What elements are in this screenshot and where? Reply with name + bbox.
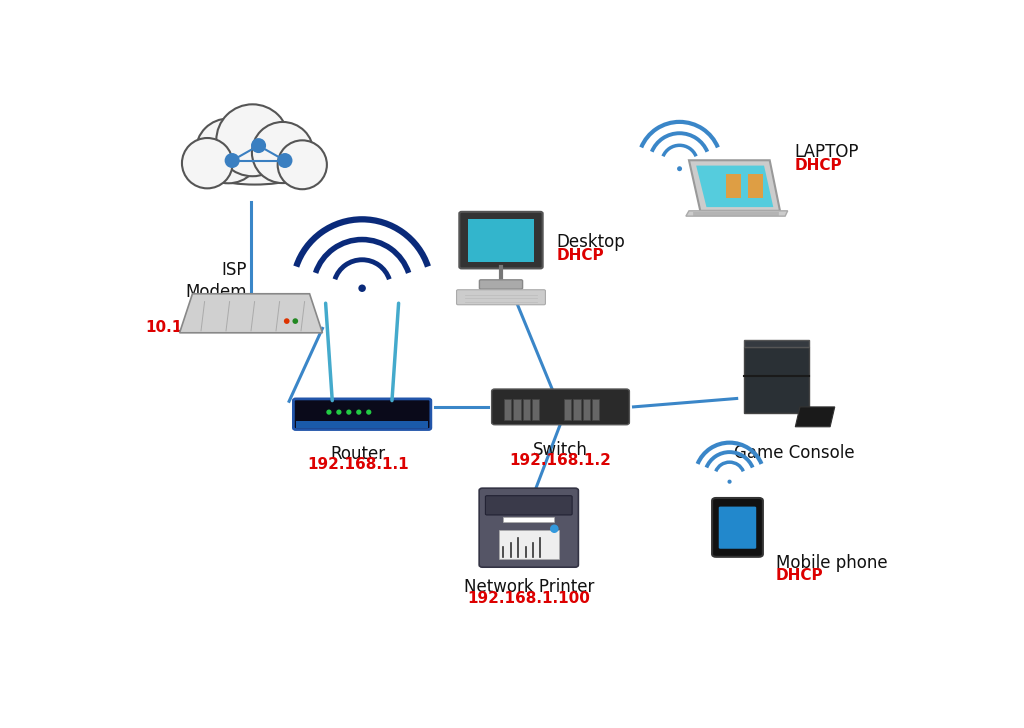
Text: Mobile phone: Mobile phone xyxy=(775,554,887,572)
Text: Router: Router xyxy=(331,445,386,463)
Polygon shape xyxy=(796,407,835,427)
FancyBboxPatch shape xyxy=(573,399,581,420)
FancyBboxPatch shape xyxy=(460,212,543,269)
FancyBboxPatch shape xyxy=(503,518,554,523)
FancyBboxPatch shape xyxy=(719,507,756,549)
FancyBboxPatch shape xyxy=(492,389,630,424)
Ellipse shape xyxy=(356,410,361,415)
FancyBboxPatch shape xyxy=(748,173,763,197)
FancyBboxPatch shape xyxy=(504,399,511,420)
Ellipse shape xyxy=(327,410,332,415)
Text: 192.168.1.100: 192.168.1.100 xyxy=(467,590,590,606)
FancyBboxPatch shape xyxy=(513,399,520,420)
Text: DHCP: DHCP xyxy=(557,248,604,263)
Polygon shape xyxy=(689,160,780,211)
Ellipse shape xyxy=(336,410,342,415)
Text: Game Console: Game Console xyxy=(734,444,855,462)
Ellipse shape xyxy=(251,138,266,153)
Ellipse shape xyxy=(727,480,731,483)
FancyBboxPatch shape xyxy=(531,399,540,420)
Polygon shape xyxy=(696,165,773,207)
Text: DHCP: DHCP xyxy=(795,158,843,173)
Text: 192.168.1.1: 192.168.1.1 xyxy=(307,457,409,472)
Ellipse shape xyxy=(677,166,682,171)
Text: Switch: Switch xyxy=(534,440,588,459)
Ellipse shape xyxy=(367,410,372,415)
Ellipse shape xyxy=(197,147,313,185)
FancyBboxPatch shape xyxy=(592,399,599,420)
Text: ISP
Modem: ISP Modem xyxy=(185,261,247,301)
Polygon shape xyxy=(179,294,323,333)
Ellipse shape xyxy=(196,119,261,183)
FancyBboxPatch shape xyxy=(457,290,546,305)
Ellipse shape xyxy=(550,524,558,533)
Text: Desktop: Desktop xyxy=(557,232,626,250)
FancyBboxPatch shape xyxy=(468,219,535,263)
Ellipse shape xyxy=(182,138,232,189)
Ellipse shape xyxy=(278,153,293,168)
Ellipse shape xyxy=(216,104,289,176)
Text: Network Printer: Network Printer xyxy=(464,578,594,596)
Text: DHCP: DHCP xyxy=(775,568,823,582)
Text: 10.10.10.26: 10.10.10.26 xyxy=(145,320,247,335)
Ellipse shape xyxy=(358,285,366,292)
Ellipse shape xyxy=(278,141,327,189)
Text: LAPTOP: LAPTOP xyxy=(795,143,859,161)
Text: 192.168.1.2: 192.168.1.2 xyxy=(510,453,611,468)
FancyBboxPatch shape xyxy=(583,399,590,420)
Ellipse shape xyxy=(284,318,290,324)
Polygon shape xyxy=(686,211,787,216)
FancyBboxPatch shape xyxy=(522,399,529,420)
FancyBboxPatch shape xyxy=(485,496,572,515)
FancyBboxPatch shape xyxy=(479,280,522,289)
FancyBboxPatch shape xyxy=(499,530,559,558)
FancyBboxPatch shape xyxy=(479,488,579,567)
FancyBboxPatch shape xyxy=(726,173,741,197)
FancyBboxPatch shape xyxy=(564,399,571,420)
FancyBboxPatch shape xyxy=(296,421,428,428)
Ellipse shape xyxy=(224,153,240,168)
Ellipse shape xyxy=(252,122,313,183)
Ellipse shape xyxy=(293,318,298,324)
Polygon shape xyxy=(744,341,809,347)
Polygon shape xyxy=(744,347,809,413)
FancyBboxPatch shape xyxy=(712,498,763,557)
Ellipse shape xyxy=(346,410,351,415)
FancyBboxPatch shape xyxy=(294,399,431,430)
